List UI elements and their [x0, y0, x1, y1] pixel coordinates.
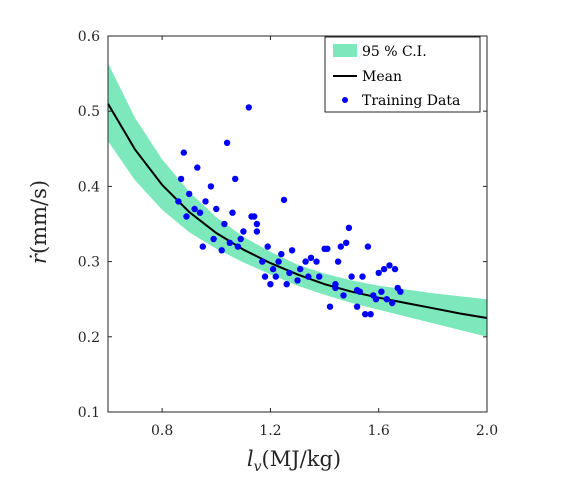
y-tick-label: 0.6 [78, 29, 100, 45]
training-data-point [372, 296, 380, 303]
y-tick-label: 0.5 [78, 104, 100, 120]
training-data-point [353, 303, 361, 310]
training-data-point [297, 265, 304, 273]
training-data-point [340, 292, 347, 299]
training-data-point [218, 247, 225, 254]
training-data-point [383, 296, 390, 303]
training-data-point [283, 281, 290, 288]
training-data-point [196, 209, 204, 216]
training-data-point [223, 139, 231, 146]
training-data-point [175, 198, 182, 205]
x-tick-label: 2.0 [476, 423, 498, 439]
training-data-point [264, 243, 271, 250]
legend-mean-label: Mean [362, 69, 402, 85]
training-data-point [380, 265, 388, 273]
y-tick-label: 0.4 [78, 179, 100, 195]
x-tick-label: 1.6 [368, 423, 390, 439]
y-tick-label: 0.3 [78, 255, 100, 271]
training-data-point [237, 235, 244, 243]
y-axis-label: ṙ(mm/s) [27, 180, 51, 264]
training-data-point [378, 288, 385, 295]
training-data-point [345, 224, 353, 231]
training-data-point [307, 254, 315, 261]
training-data-point [240, 228, 247, 235]
training-data-point [234, 243, 242, 250]
training-data-point [245, 104, 252, 111]
training-data-point [313, 258, 320, 265]
training-data-point [253, 220, 261, 228]
training-data-point [364, 243, 372, 250]
training-data-point [177, 175, 185, 183]
training-data-point [275, 258, 282, 265]
training-data-point [269, 265, 277, 273]
mean-line [107, 103, 488, 319]
training-data-point [186, 190, 193, 198]
axis-ticks: 0.8 1.2 1.6 2.0 0.1 0.2 0.3 0.4 0.5 0.6 [78, 29, 498, 439]
training-data-point [359, 273, 366, 280]
training-data-point [232, 175, 239, 183]
legend-training-marker [342, 97, 348, 103]
legend-ci-swatch [333, 44, 357, 57]
training-data-point [334, 258, 342, 265]
training-data-point [226, 239, 233, 246]
training-data-point [253, 228, 261, 235]
training-data-point [348, 273, 355, 280]
training-data-point [305, 273, 312, 280]
legend: 95 % C.I. Mean Training Data [324, 36, 481, 113]
training-data-point [324, 245, 331, 252]
plot-area [107, 63, 488, 337]
training-data-point [251, 213, 258, 220]
training-data-point [194, 164, 201, 171]
training-data-point [191, 205, 198, 213]
training-data-point [259, 258, 266, 265]
training-data-point [386, 262, 393, 269]
training-data-point [280, 196, 288, 204]
legend-ci-label: 95 % C.I. [362, 44, 427, 60]
training-data-point [207, 183, 215, 190]
training-data-point [267, 281, 274, 288]
x-tick-label: 1.2 [259, 423, 281, 439]
training-data-point [213, 205, 220, 213]
training-data-point [221, 220, 228, 228]
training-data-point [261, 273, 269, 280]
training-data-point [180, 149, 187, 156]
training-data-point [332, 281, 339, 288]
training-data-points [175, 104, 404, 318]
y-tick-label: 0.2 [78, 330, 100, 346]
training-data-point [278, 250, 285, 258]
axes-box [107, 35, 488, 413]
training-data-point [391, 265, 399, 273]
training-data-point [356, 288, 363, 295]
training-data-point [302, 258, 309, 265]
training-data-point [326, 303, 334, 310]
training-data-point [210, 235, 217, 243]
training-data-point [389, 299, 396, 307]
training-data-point [229, 209, 236, 216]
training-data-point [202, 198, 209, 205]
training-data-point [199, 243, 206, 250]
training-data-point [272, 273, 279, 280]
training-data-point [397, 288, 404, 295]
training-data-point [288, 247, 296, 254]
training-data-point [362, 311, 369, 318]
x-axis-label: lv(MJ/kg) [247, 447, 341, 475]
training-data-point [343, 239, 350, 246]
training-data-point [316, 273, 323, 280]
x-tick-label: 0.8 [151, 423, 173, 439]
training-data-point [294, 277, 301, 284]
svg-text:lv(MJ/kg): lv(MJ/kg) [247, 447, 341, 475]
training-data-point [183, 213, 190, 220]
training-data-point [286, 269, 293, 277]
training-data-point [367, 311, 374, 318]
training-data-point [337, 243, 344, 250]
training-data-point [375, 269, 382, 277]
y-tick-label: 0.1 [78, 405, 100, 421]
svg-text:ṙ(mm/s): ṙ(mm/s) [27, 180, 51, 264]
legend-training-label: Training Data [362, 93, 460, 109]
